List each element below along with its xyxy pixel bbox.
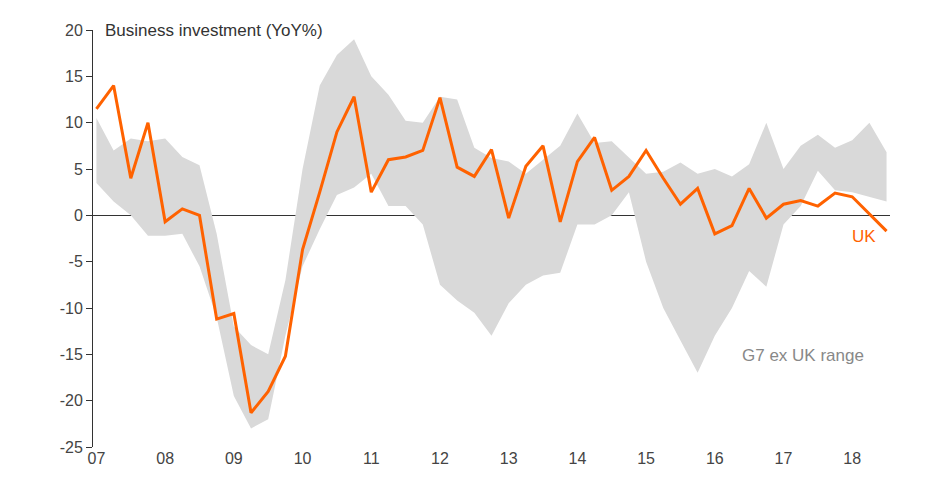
svg-text:0: 0 bbox=[74, 207, 83, 224]
svg-text:14: 14 bbox=[568, 450, 586, 467]
svg-text:-15: -15 bbox=[60, 346, 83, 363]
svg-text:07: 07 bbox=[88, 450, 106, 467]
svg-text:10: 10 bbox=[294, 450, 312, 467]
svg-text:20: 20 bbox=[65, 22, 83, 39]
svg-text:09: 09 bbox=[225, 450, 243, 467]
svg-text:16: 16 bbox=[706, 450, 724, 467]
svg-text:15: 15 bbox=[637, 450, 655, 467]
svg-text:5: 5 bbox=[74, 161, 83, 178]
svg-text:13: 13 bbox=[500, 450, 518, 467]
svg-text:08: 08 bbox=[156, 450, 174, 467]
svg-text:12: 12 bbox=[431, 450, 449, 467]
svg-text:18: 18 bbox=[843, 450, 861, 467]
svg-text:Business investment (YoY%): Business investment (YoY%) bbox=[105, 21, 323, 40]
svg-text:11: 11 bbox=[363, 450, 380, 467]
svg-text:-10: -10 bbox=[60, 300, 83, 317]
svg-text:15: 15 bbox=[65, 68, 83, 85]
svg-text:-25: -25 bbox=[60, 439, 83, 456]
svg-text:-20: -20 bbox=[60, 392, 83, 409]
svg-text:UK: UK bbox=[852, 227, 876, 246]
svg-text:10: 10 bbox=[65, 114, 83, 131]
svg-text:-5: -5 bbox=[69, 253, 83, 270]
svg-text:17: 17 bbox=[775, 450, 793, 467]
svg-text:G7 ex UK range: G7 ex UK range bbox=[742, 346, 864, 365]
